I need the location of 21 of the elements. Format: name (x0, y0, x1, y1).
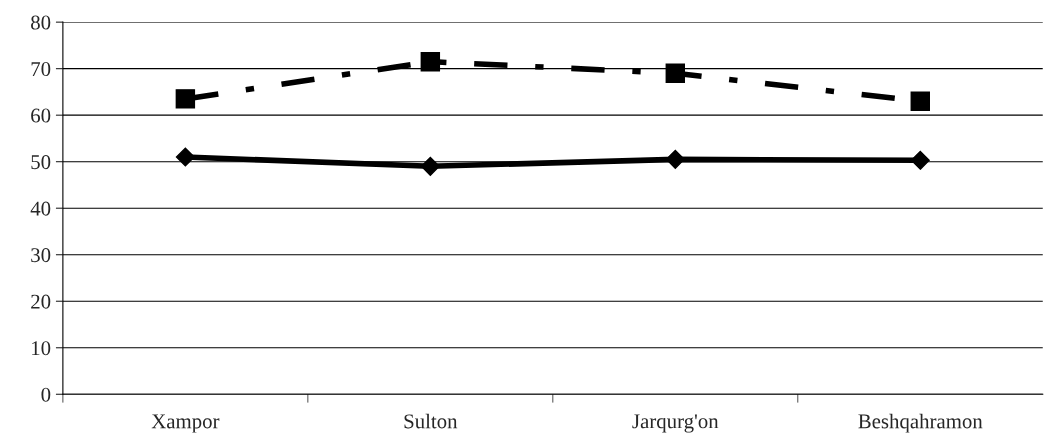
y-tick-label: 10 (32, 341, 51, 356)
y-tick-label: 60 (31, 108, 51, 123)
y-tick-label: 70 (31, 62, 51, 77)
y-tick-label: 40 (30, 201, 51, 216)
y-tick-label: 20 (31, 294, 51, 309)
x-tick-label: Jarqurg'on (632, 414, 719, 433)
x-tick-label: Sulton (404, 413, 458, 429)
point (175, 147, 195, 167)
x-tick-label: Xampor (151, 414, 220, 433)
x-tick-label: Beshqahramon (858, 413, 983, 433)
y-tick-label: 0 (41, 387, 51, 402)
point (665, 63, 686, 84)
y-tick-label: 80 (31, 15, 51, 30)
point (175, 89, 196, 109)
point (420, 156, 440, 176)
y-tick-label: 30 (31, 248, 51, 263)
point (910, 150, 930, 170)
y-tick-label: 50 (31, 155, 51, 170)
point (665, 149, 685, 169)
point (420, 51, 441, 72)
point (910, 91, 930, 111)
